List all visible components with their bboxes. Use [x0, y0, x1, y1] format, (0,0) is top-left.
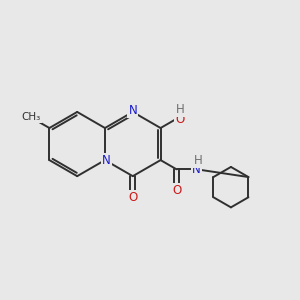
- Text: O: O: [175, 113, 184, 126]
- Text: N: N: [102, 154, 111, 166]
- Text: O: O: [129, 191, 138, 204]
- Text: H: H: [176, 103, 184, 116]
- Text: N: N: [128, 104, 137, 117]
- Text: H: H: [194, 154, 203, 167]
- Text: N: N: [192, 163, 201, 176]
- Text: O: O: [172, 184, 182, 197]
- Text: CH₃: CH₃: [21, 112, 41, 122]
